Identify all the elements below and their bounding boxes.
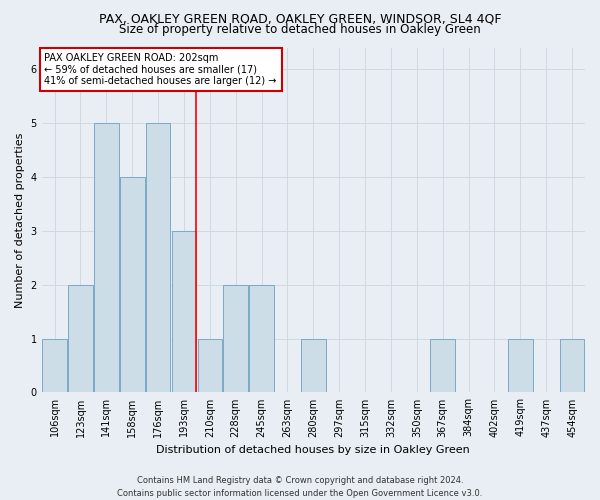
- Bar: [43, 338, 67, 392]
- Y-axis label: Number of detached properties: Number of detached properties: [15, 132, 25, 308]
- Bar: [94, 123, 119, 392]
- Bar: [430, 338, 455, 392]
- Bar: [301, 338, 326, 392]
- Bar: [197, 338, 222, 392]
- Bar: [249, 284, 274, 393]
- Text: PAX, OAKLEY GREEN ROAD, OAKLEY GREEN, WINDSOR, SL4 4QF: PAX, OAKLEY GREEN ROAD, OAKLEY GREEN, WI…: [99, 12, 501, 26]
- Text: PAX OAKLEY GREEN ROAD: 202sqm
← 59% of detached houses are smaller (17)
41% of s: PAX OAKLEY GREEN ROAD: 202sqm ← 59% of d…: [44, 52, 277, 86]
- Bar: [560, 338, 584, 392]
- Bar: [508, 338, 533, 392]
- Bar: [120, 177, 145, 392]
- Bar: [172, 230, 196, 392]
- Text: Size of property relative to detached houses in Oakley Green: Size of property relative to detached ho…: [119, 22, 481, 36]
- Text: Contains HM Land Registry data © Crown copyright and database right 2024.
Contai: Contains HM Land Registry data © Crown c…: [118, 476, 482, 498]
- X-axis label: Distribution of detached houses by size in Oakley Green: Distribution of detached houses by size …: [157, 445, 470, 455]
- Bar: [146, 123, 170, 392]
- Bar: [223, 284, 248, 393]
- Bar: [68, 284, 93, 393]
